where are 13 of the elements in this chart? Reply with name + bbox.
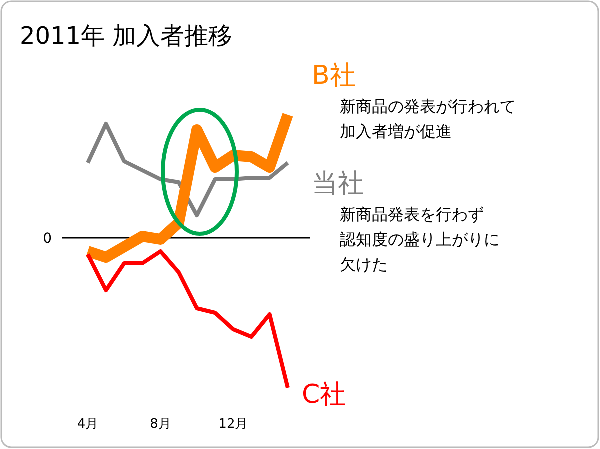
text: 新商品発表を行わず — [340, 205, 484, 224]
series-label: C社 — [302, 380, 346, 410]
series-label: 当社 — [312, 169, 364, 199]
text: 加入者増が促進 — [340, 122, 452, 141]
x-tick-label: 4月 — [77, 417, 99, 432]
series-label: B社 — [312, 61, 356, 91]
text: 新商品の発表が行われて — [340, 97, 516, 116]
x-tick-label: 12月 — [218, 417, 248, 432]
chart-title: 2011年 加入者推移 — [20, 22, 233, 50]
text: 認知度の盛り上がりに — [340, 230, 500, 249]
x-tick-label: 8月 — [150, 417, 172, 432]
text: 欠けた — [340, 255, 388, 274]
ref-line-label: 0 — [43, 231, 52, 247]
